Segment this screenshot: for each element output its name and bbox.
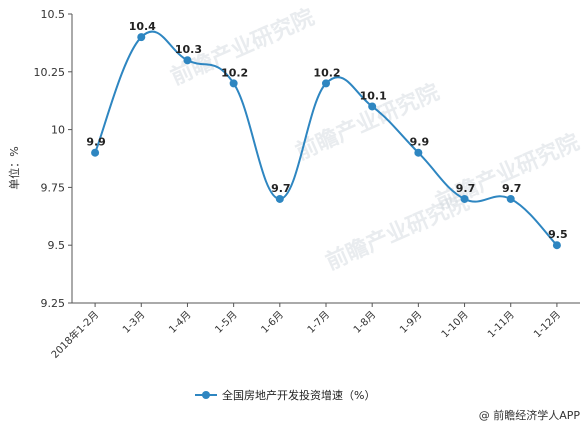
legend: 全国房地产开发投资增速（%） (195, 388, 375, 402)
footer-credit: @ 前瞻经济学人APP (479, 408, 581, 422)
watermark-4: 前瞻产业研究院 (432, 129, 583, 215)
x-tick-label: 1-4月 (166, 309, 193, 336)
y-ticks: 9.25 9.5 9.75 10 10.25 10.5 (34, 8, 72, 310)
y-axis-label: 单位：% (7, 146, 21, 189)
data-label: 10.1 (360, 89, 387, 102)
data-labels: 9.9 10.4 10.3 10.2 9.7 10.2 10.1 9.9 9.7 9.7 9.5 (86, 20, 567, 241)
x-tick-label: 1-11月 (485, 309, 517, 341)
legend-label: 全国房地产开发投资增速（%） (222, 388, 375, 402)
data-point (414, 148, 423, 157)
data-label: 9.9 (86, 136, 106, 149)
data-point (91, 148, 100, 157)
data-point (460, 194, 469, 203)
x-tick-label: 1-12月 (531, 309, 563, 341)
data-point (322, 79, 330, 88)
y-tick-label: 10.5 (41, 8, 66, 21)
x-tick-label: 1-9月 (397, 309, 424, 336)
x-tick-label: 2018年1-2月 (48, 308, 101, 361)
data-label: 10.2 (221, 66, 248, 79)
x-tick-label: 1-7月 (305, 309, 332, 336)
data-label: 9.5 (548, 228, 568, 241)
legend-marker (202, 391, 210, 399)
x-tick-label: 1-6月 (259, 309, 286, 336)
data-point (552, 241, 561, 250)
watermarks: 前瞻产业研究院 前瞻产业研究院 前瞻产业研究院 前瞻产业研究院 (167, 4, 583, 275)
data-point (506, 194, 515, 203)
x-ticks: 2018年1-2月 1-3月 1-4月 1-5月 1-6月 1-7月 1-8月 1-9月 1-1… (48, 303, 563, 361)
x-tick-label: 1-8月 (351, 309, 378, 336)
data-label: 10.2 (313, 66, 340, 79)
data-label: 9.7 (502, 182, 522, 195)
data-point (368, 102, 377, 111)
data-point (137, 33, 146, 42)
y-tick-label: 9.5 (48, 239, 66, 252)
data-label: 9.7 (456, 182, 476, 195)
x-tick-label: 1-10月 (439, 309, 471, 341)
x-tick-label: 1-3月 (120, 309, 147, 336)
y-tick-label: 9.75 (41, 181, 66, 194)
y-tick-label: 10 (51, 124, 65, 137)
data-label: 9.9 (410, 136, 430, 149)
data-point (229, 79, 238, 88)
data-label: 10.4 (129, 20, 156, 33)
y-tick-label: 9.25 (41, 297, 66, 310)
data-point (275, 194, 284, 203)
data-label: 10.3 (175, 43, 202, 56)
x-tick-label: 1-5月 (213, 309, 240, 336)
data-point (183, 56, 192, 65)
y-tick-label: 10.25 (34, 66, 66, 79)
data-label: 9.7 (271, 182, 291, 195)
data-points (91, 33, 561, 250)
